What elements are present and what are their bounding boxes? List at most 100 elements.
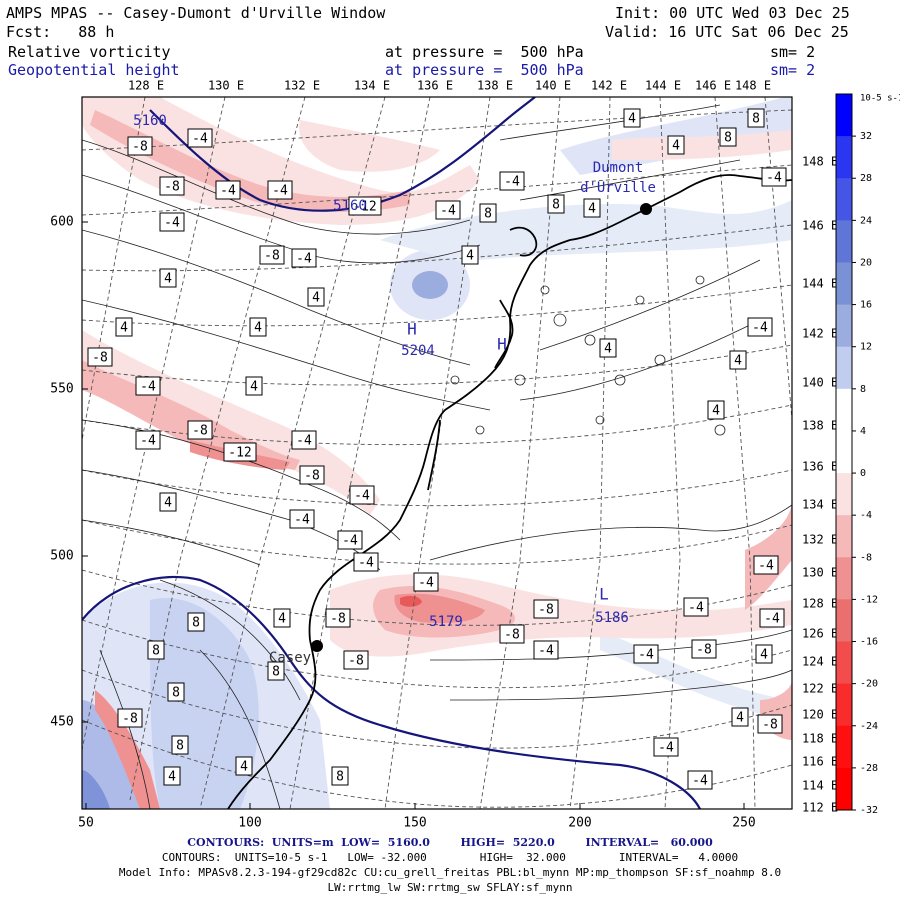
casey-station-marker	[311, 640, 323, 652]
colorbar-segment	[836, 683, 852, 727]
vorticity-label-box: -4	[135, 376, 161, 396]
vorticity-label-text: -4	[140, 434, 156, 449]
vorticity-label-box: -4	[291, 248, 317, 268]
vorticity-label-box: 4	[115, 317, 133, 337]
height-contour-labels: 5160 5160 5179 5186 5204 H H L	[133, 113, 629, 630]
vorticity-label-text: -4	[418, 576, 434, 591]
colorbar-segment	[836, 599, 852, 643]
vorticity-label-text: -4	[296, 252, 312, 267]
top-lon-label: 142 E	[591, 79, 627, 93]
top-lon-label: 140 E	[535, 79, 571, 93]
geopotential-height-contours	[82, 97, 701, 809]
vorticity-label-box: 4	[235, 756, 253, 776]
right-lat-label: 122 E	[802, 682, 838, 696]
vorticity-label-text: 4	[164, 272, 172, 287]
vorticity-label-text: -8	[304, 469, 320, 484]
vorticity-label-box: -4	[759, 608, 785, 628]
vorticity-label-text: 4	[240, 760, 248, 775]
field1-smoothing: sm= 2	[770, 43, 816, 61]
y-tick-label: 550	[50, 382, 73, 397]
vorticity-label-text: -4	[220, 184, 236, 199]
vorticity-label-text: 8	[484, 207, 492, 222]
vorticity-label-box: -4	[653, 737, 679, 757]
vorticity-label-box: 4	[245, 376, 263, 396]
y-tick-label: 500	[50, 549, 73, 564]
colorbar-label: -8	[860, 552, 872, 563]
station-markers	[311, 203, 652, 652]
vorticity-label-text: -4	[440, 204, 456, 219]
field2-name: Geopotential height	[8, 61, 180, 79]
colorbar-label: 8	[860, 384, 866, 395]
colorbar-label: 16	[860, 300, 872, 311]
vorticity-label-box: 4	[667, 135, 685, 155]
colorbar-segment	[836, 136, 852, 179]
vorticity-label-box: 8	[267, 661, 285, 681]
vorticity-label-box: 4	[307, 287, 325, 307]
vorticity-label-box: 4	[273, 608, 291, 628]
vorticity-label-text: -4	[766, 171, 782, 186]
vorticity-label-text: -4	[692, 774, 708, 789]
colorbar: 10-5 s-1 32 28 24 20 16 12 8 4 0 -4 -8 -12 -16 -20 -24 -…	[835, 93, 900, 816]
x-tick-label: 150	[403, 816, 426, 831]
valid-time: Valid: 16 UTC Sat 06 Dec 25	[605, 23, 849, 41]
vorticity-label-text: 4	[604, 342, 612, 357]
casey-label: Casey	[269, 650, 311, 666]
vorticity-label-box: -8	[691, 639, 717, 659]
dumont-label-line2: d'Urville	[580, 180, 656, 196]
vorticity-label-text: 8	[752, 112, 760, 127]
vorticity-label-text: 8	[192, 616, 200, 631]
vorticity-label-box: -8	[159, 176, 185, 196]
vorticity-label-text: -8	[132, 140, 148, 155]
top-lon-label: 144 E	[645, 79, 681, 93]
vorticity-label-box: -8	[343, 650, 369, 670]
vorticity-label-box: -4	[291, 430, 317, 450]
right-lat-label: 118 E	[802, 732, 838, 746]
vorticity-label-text: 8	[336, 770, 344, 785]
top-lon-label: 138 E	[477, 79, 513, 93]
right-lat-label: 144 E	[802, 277, 838, 291]
vorticity-label-box: 4	[461, 245, 479, 265]
vorticity-label-box: -8	[299, 465, 325, 485]
colorbar-segment	[836, 94, 852, 137]
right-lat-label: 114 E	[802, 779, 838, 793]
right-latitude-labels: 148 E 146 E 144 E 142 E 140 E 138 E 136 E 134 E…	[802, 155, 838, 815]
vorticity-label-box: 4	[249, 317, 267, 337]
init-time: Init: 00 UTC Wed 03 Dec 25	[615, 4, 850, 22]
vorticity-label-text: -8	[330, 612, 346, 627]
vorticity-label-box: -8	[187, 420, 213, 440]
vorticity-label-text: 4	[736, 711, 744, 726]
vorticity-label-box: 8	[167, 682, 185, 702]
top-longitude-labels: 128 E 130 E 132 E 134 E 136 E 138 E 140 E 142 E…	[128, 79, 771, 93]
vorticity-label-text: -4	[192, 132, 208, 147]
colorbar-label: 24	[860, 215, 872, 226]
vorticity-label-text: -4	[758, 559, 774, 574]
height-contour-label: 5160	[133, 113, 167, 129]
height-contour-label: 5179	[429, 614, 463, 630]
vorticity-label-text: -8	[696, 643, 712, 658]
vorticity-label-box: 4	[159, 268, 177, 288]
vorticity-label-box: -4	[337, 530, 363, 550]
vorticity-label-text: -4	[764, 612, 780, 627]
vorticity-label-box: 8	[187, 612, 205, 632]
vorticity-label-box: 4	[583, 198, 601, 218]
high-pressure-marker: H	[497, 335, 507, 354]
colorbar-segment	[836, 725, 852, 769]
vorticity-label-text: -4	[752, 321, 768, 336]
vorticity-label-text: 8	[552, 198, 560, 213]
right-lat-label: 130 E	[802, 566, 838, 580]
colorbar-segment	[836, 346, 852, 390]
x-tick-label: 250	[732, 816, 755, 831]
vorticity-label-text: 4	[466, 249, 474, 264]
vorticity-label-box: -4	[187, 128, 213, 148]
right-lat-label: 146 E	[802, 219, 838, 233]
vorticity-label-text: 8	[152, 644, 160, 659]
vorticity-label-text: 4	[628, 112, 636, 127]
right-lat-label: 112 E	[802, 801, 838, 815]
right-lat-label: 124 E	[802, 655, 838, 669]
colorbar-segment	[836, 388, 852, 432]
vorticity-label-box: -4	[349, 485, 375, 505]
colorbar-label: -12	[860, 594, 878, 605]
right-lat-label: 116 E	[802, 755, 838, 769]
colorbar-label: 28	[860, 173, 872, 184]
